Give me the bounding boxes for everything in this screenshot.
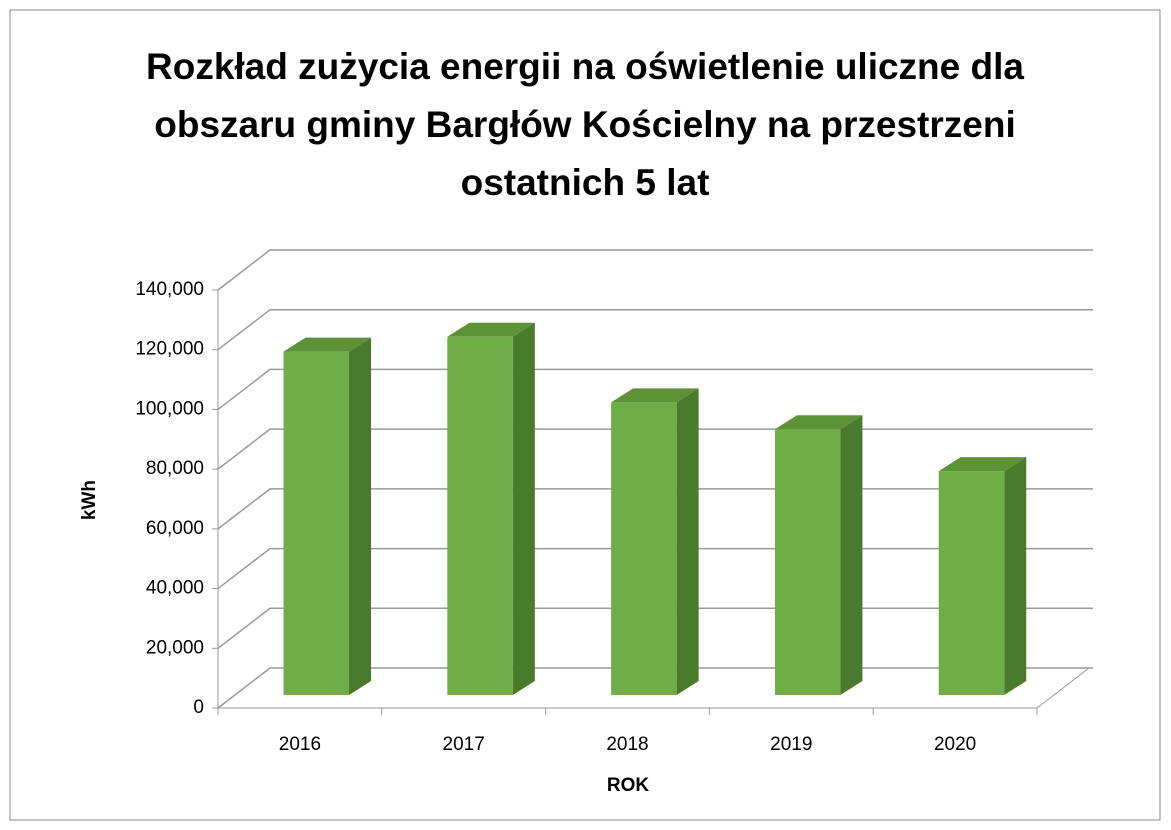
chart-title: Rozkład zużycia energii na oświetlenie u… — [146, 46, 1024, 203]
bar — [938, 457, 1027, 695]
bar-side — [512, 322, 535, 695]
x-tick-label: 2019 — [770, 734, 812, 755]
y-tick-label: 120,000 — [135, 339, 204, 360]
bar-front — [938, 471, 1005, 695]
x-tick-label: 2020 — [934, 734, 976, 755]
bar-top — [283, 337, 372, 352]
bar-side — [1004, 457, 1027, 695]
x-tick-label: 2018 — [606, 734, 648, 755]
grid-line — [217, 308, 1093, 351]
bar-side — [840, 415, 863, 695]
x-tick-label: 2017 — [443, 734, 485, 755]
y-axis-label: kWh — [79, 480, 100, 520]
bar-front — [611, 402, 677, 695]
bar-front — [283, 351, 350, 695]
x-tick-label: 2016 — [279, 734, 321, 755]
bar — [611, 388, 699, 695]
y-tick-label: 100,000 — [135, 398, 204, 419]
bar-top — [447, 322, 535, 337]
bar-top — [611, 388, 699, 403]
grid-line — [217, 249, 1093, 291]
y-tick-label: 60,000 — [146, 518, 204, 539]
bar-front — [774, 429, 841, 695]
bar-top — [938, 457, 1027, 472]
y-tick-label: 0 — [193, 697, 204, 718]
y-tick-label: 80,000 — [146, 458, 204, 479]
bar-top — [774, 415, 863, 430]
x-axis-label: ROK — [607, 775, 650, 796]
grid-line — [217, 368, 1093, 411]
y-tick-label: 140,000 — [135, 279, 204, 300]
bar-side — [676, 388, 699, 695]
bar — [447, 322, 535, 695]
bar — [774, 415, 863, 695]
y-tick-label: 20,000 — [146, 637, 204, 658]
y-tick-label: 40,000 — [146, 578, 204, 599]
bar-front — [447, 336, 513, 695]
bar — [283, 337, 372, 695]
bar-side — [349, 337, 372, 695]
